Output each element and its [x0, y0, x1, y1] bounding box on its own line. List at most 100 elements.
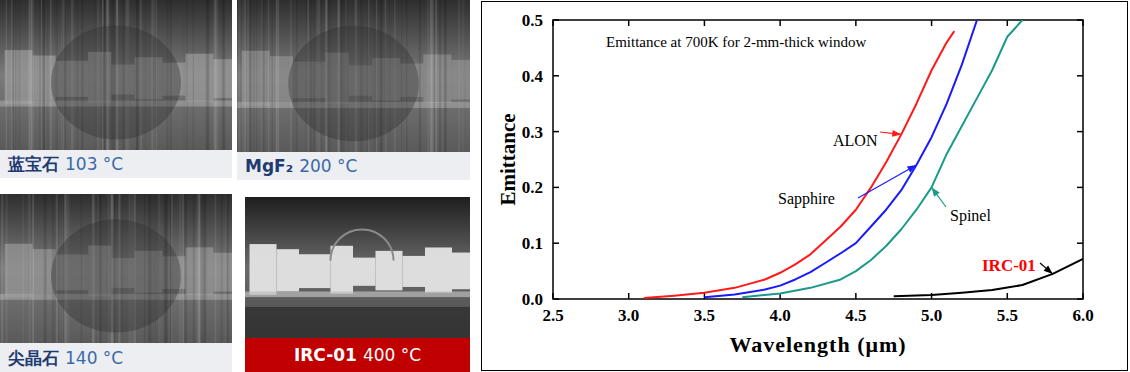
x-tick-label: 3.5: [694, 306, 715, 325]
caption-material: IRC-01: [294, 345, 357, 365]
noise-stripe: [33, 194, 35, 343]
noise-stripe: [262, 0, 264, 152]
road: [245, 291, 470, 297]
x-tick-label: 5.0: [921, 306, 942, 325]
y-tick: [553, 19, 559, 21]
chart-title: Emittance at 700K for 2-mm-thick window: [606, 34, 867, 50]
x-tick-top: [552, 20, 554, 26]
noise-stripe: [247, 0, 250, 152]
page: 蓝宝石103 °CMgF₂200 °C尖晶石140 °CIRC-01400 °C…: [0, 0, 1130, 372]
noise-stripe: [433, 0, 436, 152]
x-tick: [628, 293, 630, 299]
annotation-arrowhead: [1044, 265, 1053, 274]
noise-stripe: [46, 0, 48, 150]
y-tick-label: 0.3: [522, 123, 543, 142]
y-tick-right: [1077, 131, 1083, 133]
foreground: [245, 307, 470, 338]
noise-stripe: [32, 194, 34, 343]
thermal-image: IRC-01 400 °C: [245, 197, 470, 372]
noise-stripe: [227, 194, 230, 343]
noise-stripe: [427, 0, 429, 152]
x-tick-label: 4.5: [845, 306, 866, 325]
building: [277, 249, 300, 291]
caption: IRC-01 400 °C: [294, 345, 421, 365]
annotation: IRC-01: [982, 256, 1053, 275]
noise-stripe: [1, 194, 3, 343]
caption-temperature: 400 °C: [363, 345, 421, 365]
y-tick-right: [1077, 187, 1083, 189]
noise-stripe: [445, 0, 447, 152]
noise-stripe: [244, 0, 246, 152]
noise-stripe: [458, 0, 460, 152]
x-tick-top: [779, 20, 781, 26]
x-tick-top: [855, 20, 857, 26]
series-label: Sapphire: [778, 190, 835, 208]
annotation-arrowhead: [932, 187, 940, 196]
x-axis-label: Wavelength (μm): [729, 332, 906, 357]
noise-stripe: [223, 0, 225, 150]
noise-stripe: [40, 0, 43, 150]
noise-stripe: [238, 0, 241, 152]
caption-material: 尖晶石: [7, 348, 59, 368]
noise-stripe: [50, 0, 52, 150]
y-tick-label: 0.5: [522, 11, 543, 30]
y-tick: [553, 242, 559, 244]
noise-stripe: [277, 0, 280, 152]
image-background: [245, 197, 470, 338]
x-tick: [855, 293, 857, 299]
building: [425, 247, 452, 292]
noise-stripe: [193, 0, 194, 150]
noise-stripe: [28, 194, 30, 343]
noise-stripe: [44, 194, 47, 343]
noise-stripe: [28, 194, 31, 343]
x-tick-top: [931, 20, 933, 26]
building: [353, 258, 376, 286]
noise-stripe: [272, 0, 273, 152]
caption-temperature: 200 °C: [299, 156, 357, 176]
noise-stripe: [439, 0, 441, 152]
annotation-arrowhead: [907, 165, 917, 172]
y-tick-right: [1077, 242, 1083, 244]
annotation: Sapphire: [778, 165, 916, 208]
y-tick: [553, 131, 559, 133]
noise-stripe: [253, 0, 254, 152]
noise-stripe: [43, 0, 45, 150]
noise-stripe: [11, 0, 13, 150]
dark-blotch: [288, 26, 418, 142]
image-background: [237, 0, 470, 152]
chart-border: [482, 2, 1128, 371]
series-line: [742, 20, 1022, 297]
x-tick: [1007, 293, 1009, 299]
annotation: ALON: [833, 130, 901, 149]
noise-stripe: [18, 0, 21, 150]
noise-stripe: [215, 194, 217, 343]
thermal-image: 蓝宝石103 °C: [0, 0, 232, 178]
noise-stripe: [183, 0, 184, 150]
x-tick-label: 3.0: [618, 306, 639, 325]
noise-stripe: [226, 194, 227, 343]
noise-stripe: [462, 0, 465, 152]
noise-stripe: [223, 0, 225, 150]
series-line: [644, 31, 954, 298]
caption-background: [245, 338, 470, 372]
noise-stripe: [268, 0, 269, 152]
y-tick-label: 0.2: [522, 178, 543, 197]
y-tick: [553, 187, 559, 189]
image-background: [0, 0, 232, 150]
x-tick: [552, 293, 554, 299]
y-tick-right: [1077, 75, 1083, 77]
noise-stripe: [185, 194, 187, 343]
x-tick-label: 2.5: [542, 306, 563, 325]
annotation: Spinel: [932, 187, 992, 225]
y-tick-label: 0.1: [522, 234, 543, 253]
noise-stripe: [43, 0, 45, 150]
noise-stripe: [458, 0, 459, 152]
caption: 蓝宝石103 °C: [7, 154, 123, 174]
x-tick: [1082, 293, 1084, 299]
building: [299, 254, 331, 288]
annotation-arrow: [858, 165, 916, 198]
noise-stripe: [39, 0, 40, 150]
x-tick-top: [704, 20, 706, 26]
y-tick-label: 0.4: [522, 67, 544, 86]
noise-stripe: [6, 0, 7, 150]
